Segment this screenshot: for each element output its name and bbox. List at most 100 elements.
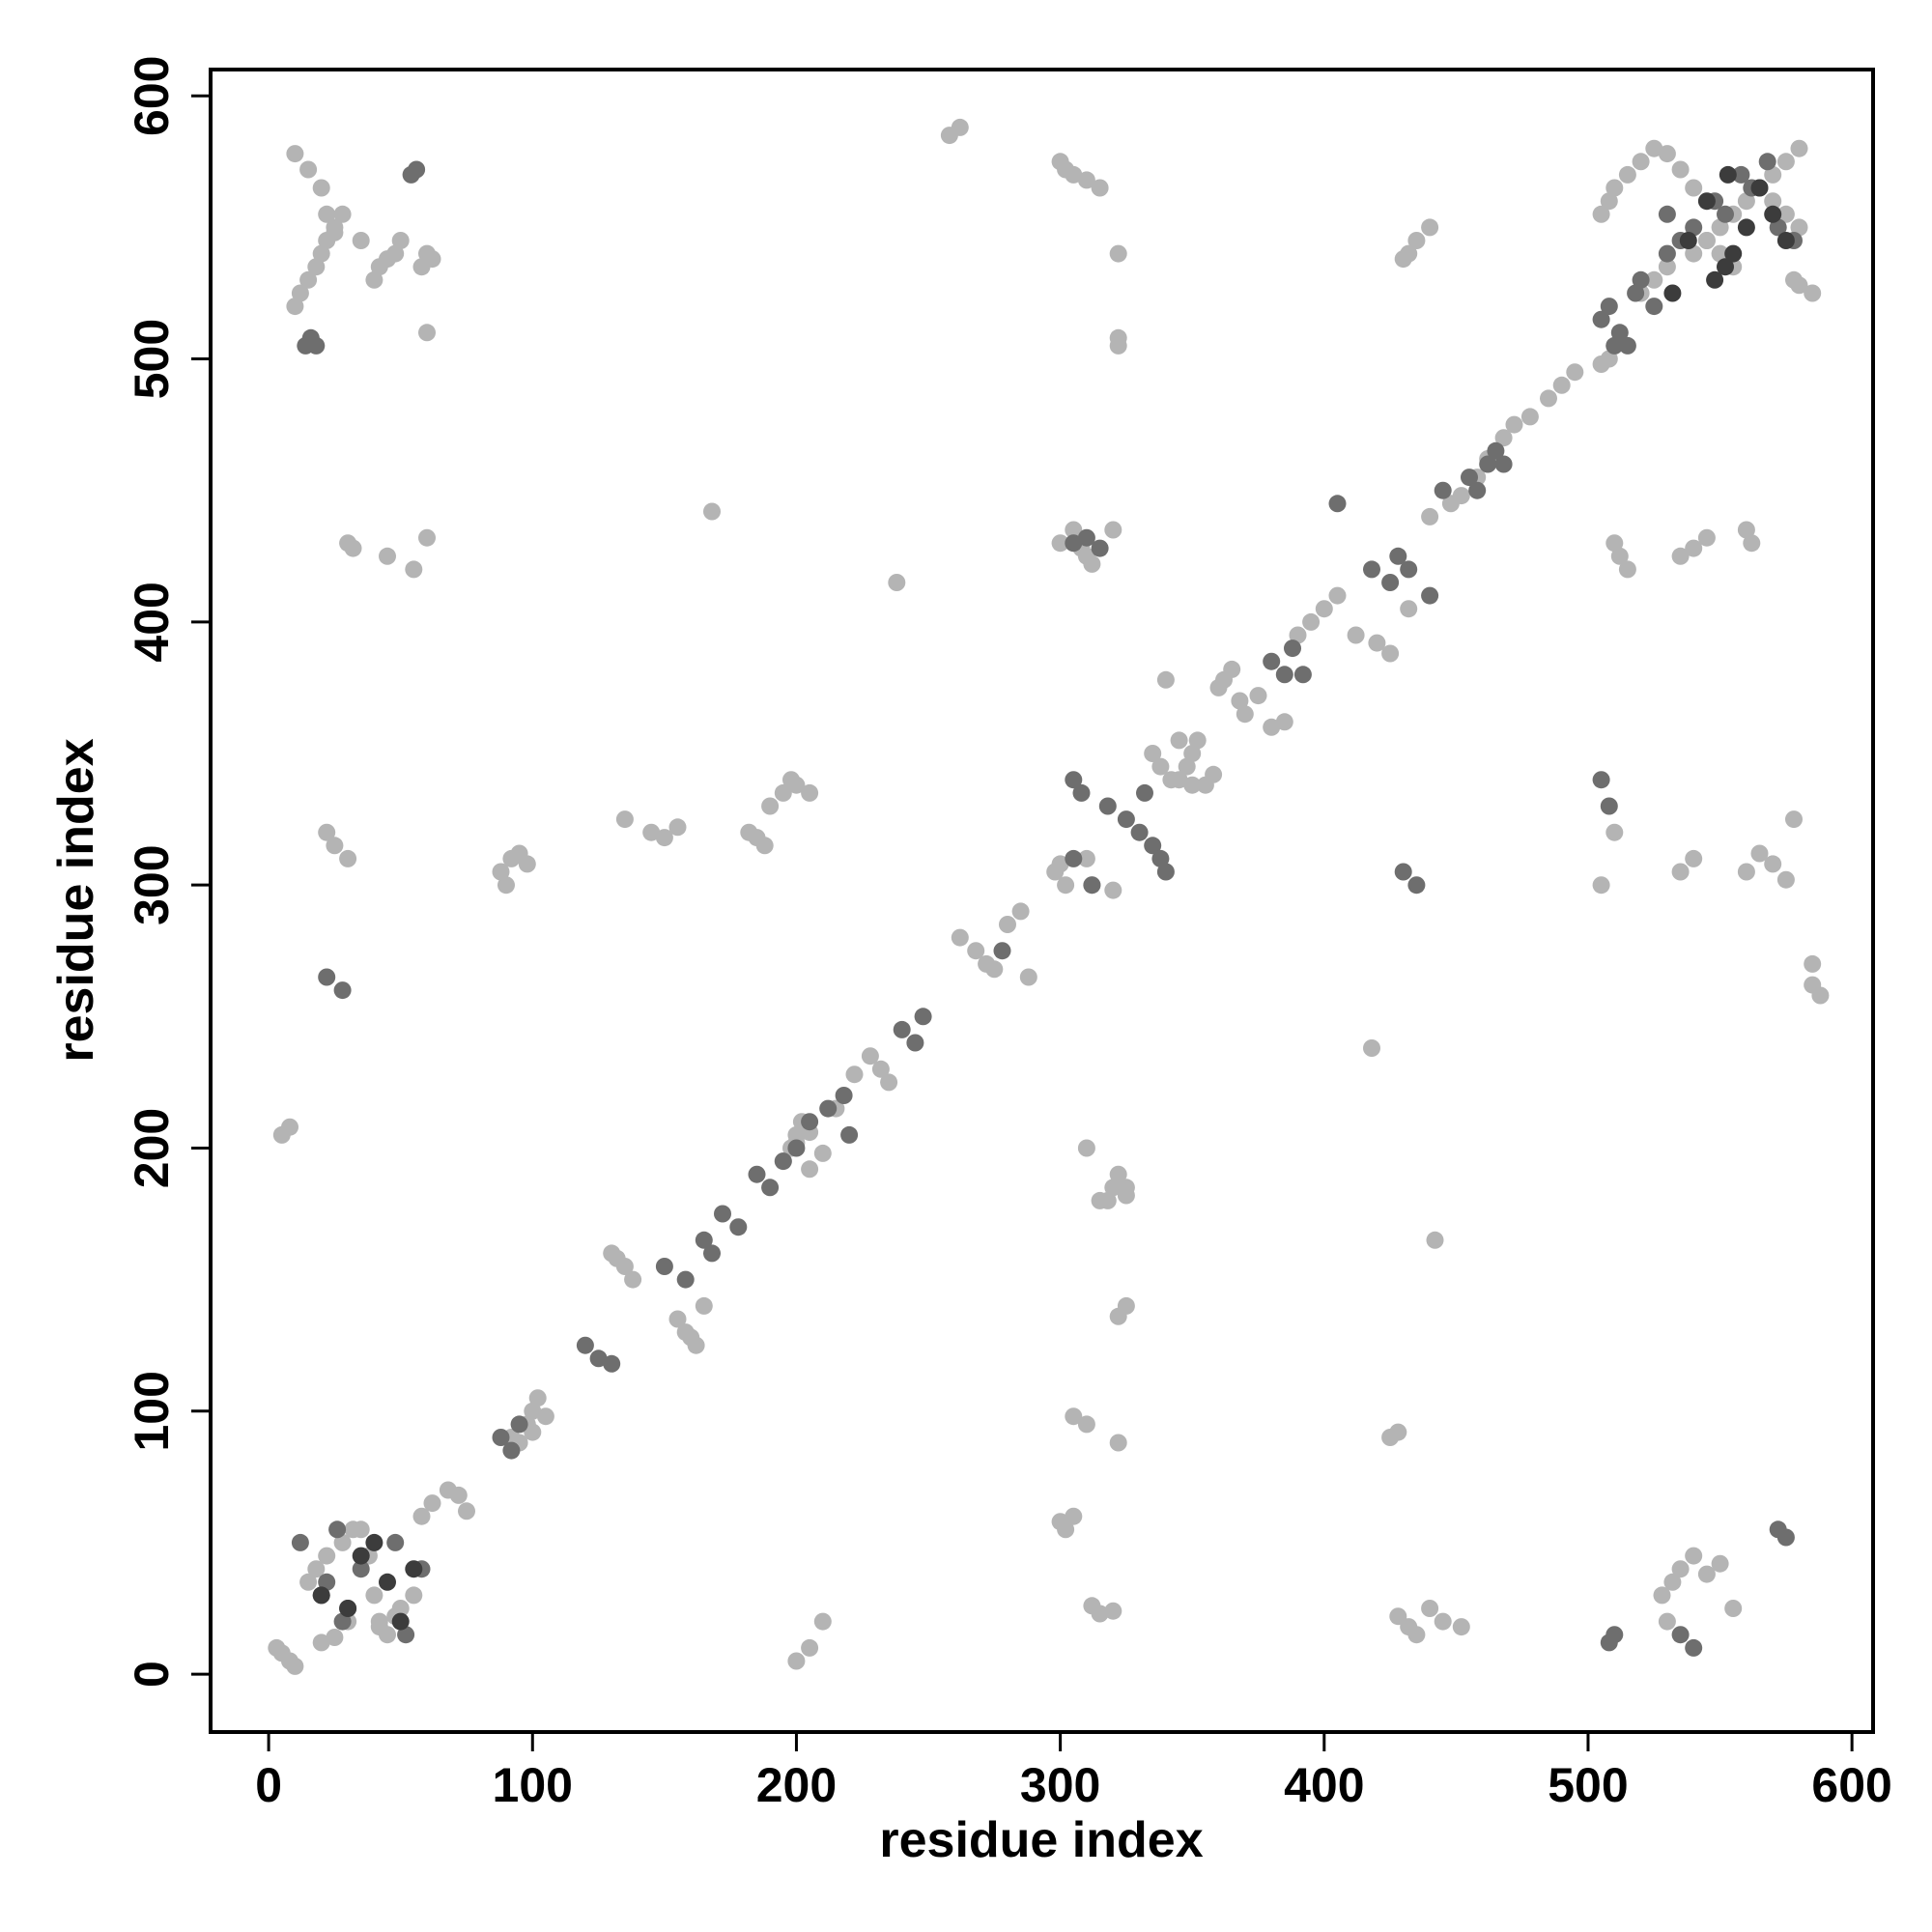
- data-point-light: [1600, 350, 1618, 368]
- data-point-light: [1724, 1600, 1743, 1617]
- data-point-mid: [1293, 666, 1312, 684]
- data-point-mid: [408, 160, 426, 179]
- data-point-dark: [1724, 244, 1743, 263]
- data-point-light: [1077, 1139, 1095, 1157]
- data-point-mid: [1769, 218, 1787, 237]
- data-point-mid: [1363, 560, 1380, 579]
- data-point-light: [449, 1486, 468, 1504]
- data-point-light: [1494, 429, 1513, 447]
- data-point-mid: [352, 1560, 370, 1578]
- data-point-mid: [1130, 823, 1149, 841]
- data-point-light: [1421, 218, 1439, 237]
- data-point-light: [787, 1652, 806, 1670]
- data-point-light: [1389, 1607, 1407, 1626]
- data-point-light: [1452, 487, 1470, 505]
- data-point-light: [615, 1258, 634, 1275]
- data-point-light: [502, 849, 521, 867]
- data-point-light: [1566, 363, 1584, 382]
- data-point-light: [1605, 534, 1624, 553]
- data-point-light: [1671, 863, 1690, 881]
- data-point-light: [1407, 232, 1426, 249]
- data-point-light: [1658, 258, 1676, 276]
- data-point-mid: [840, 1125, 859, 1144]
- data-point-light: [1328, 586, 1347, 605]
- data-point-light: [624, 1270, 642, 1289]
- data-point-light: [1400, 600, 1418, 618]
- data-point-light: [1790, 276, 1808, 295]
- data-point-light: [703, 502, 721, 521]
- data-point-light: [1057, 876, 1075, 895]
- data-point-mid: [1627, 284, 1645, 302]
- data-point-mid: [1461, 469, 1478, 487]
- data-point-dark: [352, 1547, 370, 1565]
- data-point-mid: [993, 942, 1011, 960]
- data-point-light: [307, 1560, 326, 1578]
- data-point-light: [1065, 521, 1083, 539]
- data-point-light: [1347, 626, 1365, 644]
- data-point-light: [333, 205, 352, 223]
- data-point-mid: [1618, 336, 1636, 355]
- data-point-light: [1618, 560, 1636, 579]
- data-point-light: [299, 1573, 318, 1591]
- data-point-mid: [510, 1415, 528, 1434]
- data-point-light: [1804, 284, 1822, 302]
- data-point-mid: [1685, 1638, 1703, 1657]
- data-point-dark: [391, 1612, 410, 1631]
- data-point-mid: [1144, 837, 1162, 855]
- data-point-mid: [1732, 165, 1750, 184]
- data-point-mid: [1658, 205, 1676, 223]
- data-point-mid: [1685, 218, 1703, 237]
- data-point-light: [1685, 1547, 1703, 1565]
- data-point-light: [845, 1065, 864, 1084]
- data-point-light: [1711, 218, 1729, 237]
- data-point-light: [1363, 1039, 1380, 1057]
- data-point-dark: [1737, 218, 1755, 237]
- data-point-light: [286, 298, 304, 316]
- data-point-light: [1183, 776, 1202, 794]
- data-point-light: [1605, 179, 1624, 197]
- data-point-dark: [1717, 258, 1734, 276]
- data-point-light: [1389, 1423, 1407, 1441]
- data-point-light: [1263, 718, 1281, 736]
- data-point-dark: [405, 1560, 423, 1578]
- data-point-mid: [1381, 574, 1400, 591]
- data-point-light: [1685, 179, 1703, 197]
- data-point-mid: [1394, 863, 1412, 881]
- data-point-light: [695, 1296, 713, 1315]
- data-point-mid: [1284, 639, 1301, 658]
- data-point-mid: [1065, 534, 1083, 553]
- data-point-dark: [1706, 270, 1724, 289]
- data-point-light: [326, 837, 344, 855]
- data-point-mid: [1610, 324, 1629, 342]
- data-point-mid: [1072, 783, 1091, 802]
- data-point-mid: [655, 1258, 673, 1275]
- data-point-light: [615, 810, 634, 829]
- data-point-light: [1065, 1507, 1083, 1525]
- data-point-light: [1065, 165, 1083, 184]
- data-point-light: [1764, 855, 1782, 873]
- data-point-light: [1109, 1434, 1127, 1452]
- data-point-light: [286, 145, 304, 163]
- data-point-mid: [1671, 1626, 1690, 1644]
- data-point-light: [1605, 823, 1624, 841]
- data-point-mid: [386, 1533, 405, 1551]
- data-point-light: [326, 1629, 344, 1646]
- y-tick-label: 500: [125, 319, 179, 399]
- data-point-light: [801, 1160, 819, 1179]
- data-point-mid: [291, 1533, 309, 1551]
- data-point-mid: [1600, 797, 1618, 815]
- data-point-light: [1109, 328, 1127, 347]
- data-point-light: [536, 1407, 554, 1426]
- data-point-light: [1811, 986, 1830, 1005]
- data-point-mid: [1117, 810, 1135, 829]
- data-point-light: [1790, 139, 1808, 157]
- data-point-mid: [1605, 1626, 1624, 1644]
- data-point-light: [1144, 745, 1162, 762]
- data-point-mid: [1600, 298, 1618, 316]
- data-point-light: [333, 1533, 352, 1551]
- data-point-light: [352, 232, 370, 249]
- data-point-light: [1381, 644, 1400, 663]
- data-point-mid: [397, 1626, 415, 1644]
- data-point-light: [1653, 1586, 1671, 1605]
- data-point-light: [1178, 757, 1196, 776]
